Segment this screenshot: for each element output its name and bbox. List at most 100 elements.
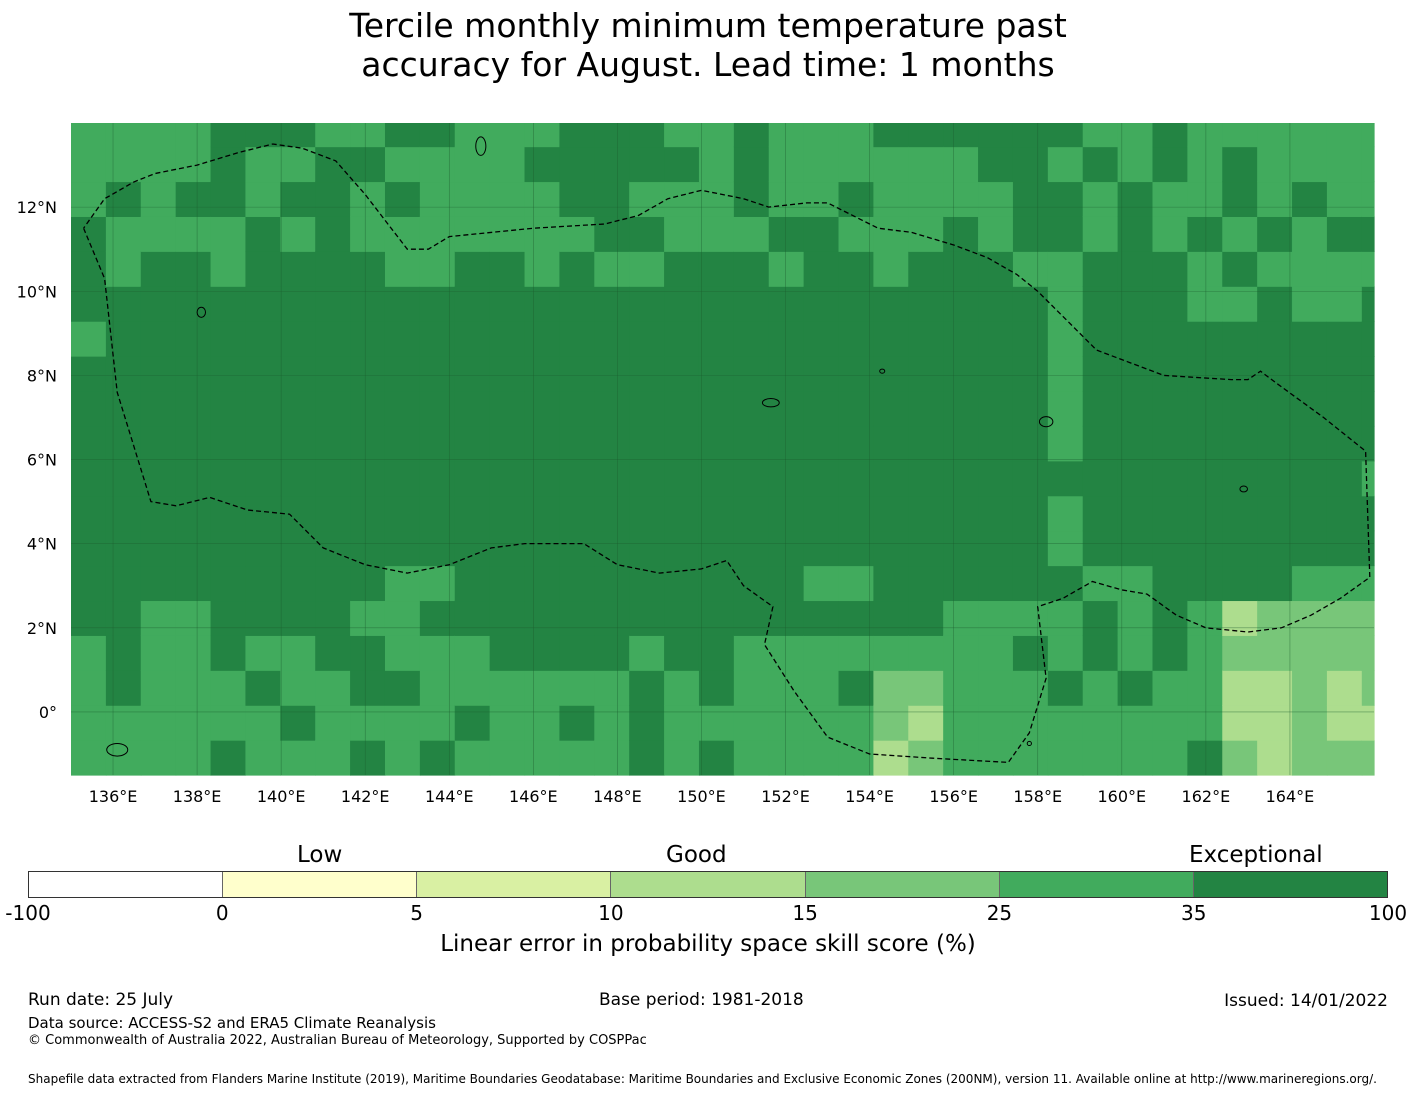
skill-cell — [71, 565, 107, 602]
skill-cell — [175, 356, 212, 392]
skill-cell — [978, 670, 1014, 706]
skill-cell — [1326, 495, 1363, 532]
colorbar-tick-label: 10 — [598, 901, 624, 925]
skill-cell — [1361, 181, 1375, 217]
skill-cell — [733, 146, 770, 183]
skill-cell — [1257, 600, 1293, 636]
skill-cell — [838, 530, 874, 567]
skill-cell — [629, 705, 665, 741]
skill-cell — [1187, 740, 1223, 776]
skill-cell — [280, 123, 316, 148]
skill-cell — [210, 705, 247, 741]
skill-cell — [1326, 123, 1363, 148]
shapefile-credit: Shapefile data extracted from Flanders M… — [28, 1072, 1377, 1086]
skill-cell — [350, 123, 386, 148]
longitude-label: 144°E — [425, 787, 474, 806]
skill-cell — [1361, 705, 1375, 741]
skill-cell — [698, 181, 735, 217]
skill-cell — [1047, 181, 1084, 217]
colorbar-tick-label: 15 — [792, 901, 818, 925]
skill-cell — [350, 670, 386, 706]
skill-cell — [71, 123, 107, 148]
skill-cell — [524, 740, 561, 776]
skill-cell — [733, 286, 770, 322]
skill-cell — [1292, 251, 1328, 287]
skill-cell — [1082, 495, 1119, 532]
skill-cell — [664, 356, 700, 392]
longitude-label: 140°E — [257, 787, 306, 806]
skill-cell — [629, 146, 665, 183]
skill-cell — [315, 321, 351, 357]
skill-cell — [140, 635, 177, 671]
skill-cell — [629, 425, 665, 462]
colorbar-category-good: Good — [666, 842, 727, 868]
skill-cell — [664, 495, 700, 532]
colorbar — [28, 871, 1388, 898]
issued-date: Issued: 14/01/2022 — [1224, 991, 1388, 1011]
skill-cell — [768, 425, 805, 462]
skill-cell — [1326, 390, 1363, 427]
skill-cell — [350, 390, 386, 427]
colorbar-tick-label: 100 — [1368, 901, 1408, 925]
skill-cell — [1082, 425, 1119, 462]
skill-cell — [803, 670, 840, 706]
skill-cell — [1187, 286, 1223, 322]
skill-cell — [524, 635, 561, 671]
skill-cell — [1082, 321, 1119, 357]
skill-cell — [280, 181, 316, 217]
skill-cell — [245, 460, 281, 497]
skill-cell — [664, 670, 700, 706]
skill-cell — [1361, 356, 1375, 392]
skill-cell — [350, 251, 386, 287]
skill-cell — [245, 286, 281, 322]
skill-cell — [908, 425, 944, 462]
skill-cell — [1152, 390, 1188, 427]
skill-cell — [210, 600, 247, 636]
skill-cell — [1187, 705, 1223, 741]
skill-cell — [768, 146, 805, 183]
skill-cell — [594, 425, 630, 462]
skill-cell — [140, 251, 177, 287]
skill-cell — [629, 530, 665, 567]
skill-cell — [873, 635, 909, 671]
skill-cell — [454, 181, 491, 217]
skill-cell — [768, 251, 805, 287]
skill-cell — [280, 600, 316, 636]
skill-cell — [1047, 216, 1084, 252]
skill-cell — [908, 495, 944, 532]
skill-cell — [454, 600, 491, 636]
skill-cell — [978, 565, 1014, 602]
skill-cell — [140, 600, 177, 636]
longitude-label: 142°E — [341, 787, 390, 806]
skill-cell — [1292, 425, 1328, 462]
skill-cell — [210, 740, 247, 776]
skill-cell — [71, 356, 107, 392]
skill-cell — [594, 600, 630, 636]
skill-cell — [1326, 251, 1363, 287]
run-date: Run date: 25 July — [28, 990, 174, 1010]
skill-cell — [873, 390, 909, 427]
skill-cell — [419, 216, 456, 252]
skill-cell — [1012, 181, 1049, 217]
skill-cell — [1082, 670, 1119, 706]
skill-cell — [71, 495, 107, 532]
skill-cell — [873, 495, 909, 532]
skill-cell — [1082, 740, 1119, 776]
skill-cell — [873, 321, 909, 357]
skill-cell — [978, 123, 1014, 148]
skill-cell — [594, 286, 630, 322]
skill-cell — [943, 495, 979, 532]
skill-cell — [1222, 286, 1258, 322]
skill-cell — [1082, 635, 1119, 671]
skill-cell — [489, 495, 526, 532]
skill-cell — [1152, 495, 1188, 532]
skill-cell — [384, 123, 421, 148]
skill-cell — [803, 740, 840, 776]
skill-cell — [524, 600, 561, 636]
skill-cell — [838, 425, 874, 462]
skill-cell — [733, 356, 770, 392]
skill-cell — [315, 495, 351, 532]
skill-cell — [1222, 181, 1258, 217]
skill-cell — [280, 670, 316, 706]
skill-cell — [559, 286, 595, 322]
